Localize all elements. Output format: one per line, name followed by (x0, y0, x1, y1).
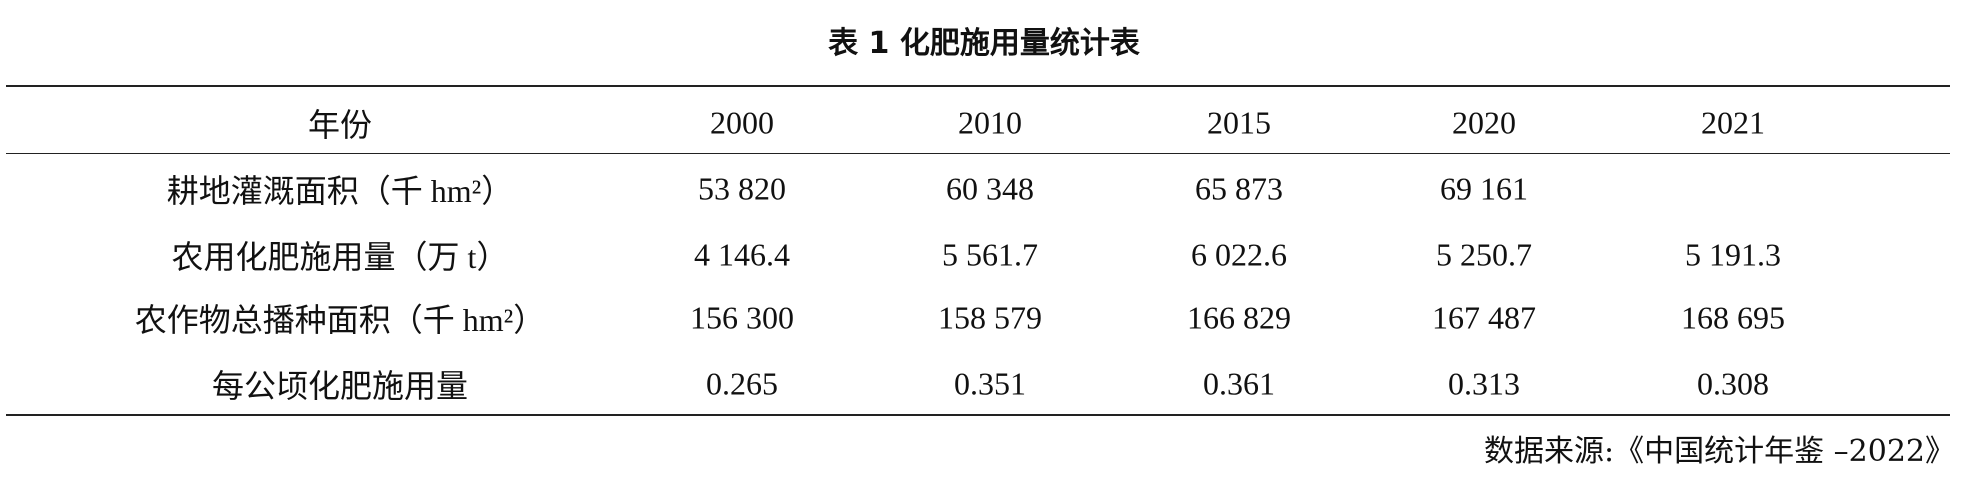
table-cell: 167 487 (1432, 299, 1536, 336)
header-cell: 2020 (1452, 104, 1516, 141)
table-cell: 4 146.4 (694, 236, 790, 273)
table-cell: 69 161 (1440, 170, 1528, 207)
header-cell: 2021 (1701, 104, 1765, 141)
table-cell: 0.361 (1203, 365, 1275, 402)
row-label: 农用化肥施用量（万 t） (171, 239, 509, 275)
table-cell: 0.313 (1448, 365, 1520, 402)
table-cell: 60 348 (946, 170, 1034, 207)
table-cell: 5 250.7 (1436, 236, 1532, 273)
table-cell: 0.351 (954, 365, 1026, 402)
header-cell: 2000 (710, 104, 774, 141)
row-label: 农作物总播种面积（千 hm²） (134, 302, 546, 338)
table-cell: 6 022.6 (1191, 236, 1287, 273)
header-cell: 2010 (958, 104, 1022, 141)
header-cell: 2015 (1207, 104, 1271, 141)
table-cell: 5 191.3 (1685, 236, 1781, 273)
table-cell: 168 695 (1681, 299, 1785, 336)
header-cell: 年份 (307, 107, 373, 143)
table-cell: 5 561.7 (942, 236, 1038, 273)
table-cell: 156 300 (690, 299, 794, 336)
source-note: 数据来源:《中国统计年鉴 –2022》 (1484, 434, 1955, 469)
table-cell: 53 820 (698, 170, 786, 207)
table-cell: 0.308 (1697, 365, 1769, 402)
top-rule (6, 85, 1950, 87)
table-cell: 0.265 (706, 365, 778, 402)
table-cell: 158 579 (938, 299, 1042, 336)
row-label: 每公顷化肥施用量 (211, 368, 469, 404)
table-cell: 65 873 (1195, 170, 1283, 207)
row-label: 耕地灌溉面积（千 hm²） (166, 173, 514, 209)
bottom-rule (6, 414, 1950, 416)
table-title: 表 1 化肥施用量统计表 (828, 26, 1140, 61)
header-rule (6, 153, 1950, 154)
table-cell: 166 829 (1187, 299, 1291, 336)
